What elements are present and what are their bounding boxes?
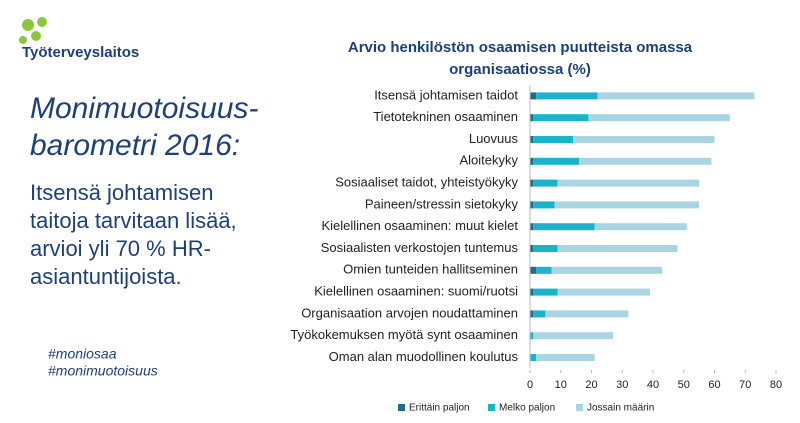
category-label: Luovuus	[469, 131, 519, 146]
chart-title: organisaatiossa (%)	[449, 61, 591, 78]
x-tick-label: 20	[585, 379, 597, 391]
x-tick-label: 10	[555, 379, 567, 391]
bar-segment	[530, 288, 534, 296]
body-text: asiantuntijoista.	[30, 264, 182, 289]
x-tick-label: 0	[527, 379, 533, 391]
bar-segment	[536, 92, 598, 100]
legend-label: Jossain määrin	[587, 403, 654, 414]
bar-segment	[557, 179, 700, 187]
bar-segment	[530, 266, 537, 274]
category-label: Aloitekyky	[459, 153, 518, 168]
bar-segment	[533, 114, 589, 122]
legend-label: Melko paljon	[499, 403, 555, 414]
bar-segment	[530, 179, 534, 187]
legend-label: Erittäin paljon	[409, 403, 470, 414]
hashtag: #monimuotoisuus	[48, 363, 158, 379]
x-tick-label: 60	[708, 379, 720, 391]
category-label: Itsensä johtamisen taidot	[374, 87, 518, 102]
hashtag: #moniosaa	[48, 346, 117, 362]
bar-segment	[573, 136, 715, 143]
category-label: Omien tunteiden hallitseminen	[343, 262, 518, 277]
bar-segment	[533, 223, 595, 231]
bar-segment	[530, 92, 537, 100]
bar-segment	[557, 288, 650, 296]
legend-swatch	[488, 404, 495, 411]
bar-segment	[536, 354, 595, 361]
x-tick-label: 80	[770, 379, 782, 391]
heading: Monimuotoisuus-	[30, 92, 258, 125]
logo-text: Työterveyslaitos	[22, 44, 139, 61]
bar-segment	[530, 223, 534, 231]
x-tick-label: 40	[647, 379, 659, 391]
legend-swatch	[576, 404, 583, 411]
category-label: Paineen/stressin sietokyky	[365, 196, 519, 211]
bar-segment	[533, 288, 558, 296]
category-label: Organisaation arvojen noudattaminen	[301, 305, 518, 320]
x-tick-label: 30	[616, 379, 628, 391]
bar-segment	[597, 92, 755, 100]
bar-segment	[530, 136, 534, 143]
bar-segment	[545, 310, 629, 318]
body-text: Itsensä johtamisen	[30, 180, 213, 205]
logo-icon	[19, 17, 47, 44]
bar-segment	[533, 201, 555, 209]
bar-segment	[530, 201, 534, 209]
category-label: Kielellinen osaaminen: muut kielet	[321, 218, 518, 233]
bar-segment	[551, 266, 663, 274]
bar-segment	[557, 245, 678, 252]
bar-segment	[533, 245, 558, 252]
bar-segment	[533, 179, 558, 187]
bar-segment	[533, 310, 546, 318]
bar-segment	[530, 245, 534, 252]
bar-segment	[579, 157, 712, 165]
bar-segment	[533, 157, 580, 165]
bar-segment	[530, 332, 534, 340]
heading: barometri 2016:	[30, 129, 240, 162]
bar-segment	[594, 223, 687, 231]
bar-segment	[554, 201, 700, 209]
bar-segment	[530, 114, 534, 122]
category-label: Sosiaalisten verkostojen tuntemus	[321, 240, 519, 255]
category-label: Tietotekninen osaaminen	[373, 109, 518, 124]
chart-title: Arvio henkilöstön osaamisen puutteista o…	[348, 39, 693, 56]
bar-segment	[530, 354, 537, 361]
bar-segment	[536, 266, 552, 274]
body-text: arvioi yli 70 % HR-	[30, 236, 211, 261]
category-label: Kielellinen osaaminen: suomi/ruotsi	[314, 284, 518, 299]
body-text: taitoja tarvitaan lisää,	[30, 208, 237, 233]
bar-segment	[588, 114, 730, 122]
bar-segment	[533, 136, 574, 143]
x-tick-label: 70	[739, 379, 751, 391]
bar-segment	[530, 310, 534, 318]
x-tick-label: 50	[678, 379, 690, 391]
legend-swatch	[398, 404, 405, 411]
bar-segment	[530, 157, 534, 165]
category-label: Oman alan muodollinen koulutus	[329, 349, 519, 364]
bar-segment	[533, 332, 614, 340]
category-label: Työkokemuksen myötä synt osaaminen	[290, 327, 518, 342]
category-label: Sosiaaliset taidot, yhteistyökyky	[335, 175, 518, 190]
